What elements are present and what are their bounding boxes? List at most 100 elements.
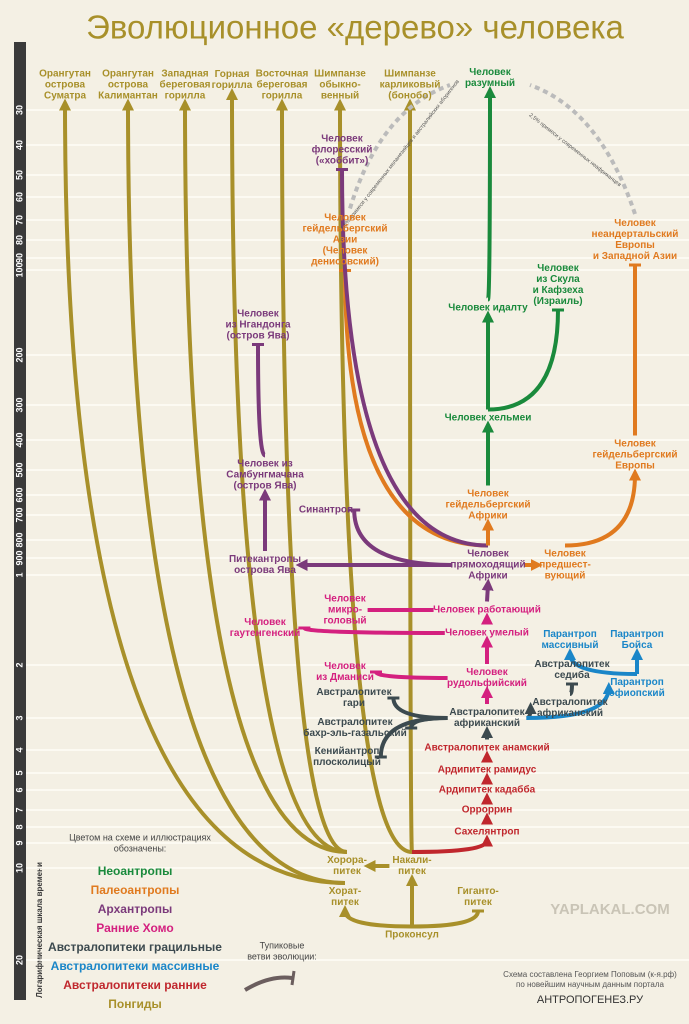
scale-label: 20: [14, 955, 24, 965]
node-label: денисовский): [311, 257, 379, 268]
node-label: Человек: [469, 67, 511, 78]
node-label: Ардипитек рамидус: [438, 765, 537, 776]
node-label: седиба: [554, 669, 590, 681]
title: Эволюционное «дерево» человека: [86, 9, 624, 46]
node-label: Человек: [324, 594, 366, 605]
scale-label: 200: [14, 347, 24, 362]
node-label: питек: [331, 897, 360, 908]
scale-label: 50: [14, 170, 24, 180]
node-label: Австралопитек: [534, 659, 610, 670]
node-label: горилла: [165, 91, 206, 102]
node-label: Орангутан: [39, 69, 91, 80]
node-label: Человек: [324, 661, 366, 672]
deadend-note: ветви эволюции:: [247, 951, 317, 961]
admixture-line: [348, 83, 451, 210]
credit-line: Схема составлена Георгием Поповым (к-я.р…: [503, 970, 677, 979]
dead-end-branch: [568, 683, 574, 696]
scale-label: 60: [14, 192, 24, 202]
node-label: (Израиль): [533, 296, 582, 307]
legend-item: Ранние Хомо: [96, 921, 173, 935]
credit-line: по новейшим научным данным портала: [516, 980, 665, 989]
node-label: Африки: [468, 570, 507, 582]
node-label: головый: [323, 616, 366, 627]
node-label: Человек: [467, 489, 509, 500]
branch-arrow: [334, 98, 413, 854]
dead-end-branch: [352, 509, 452, 567]
node-label: Парантроп: [543, 629, 597, 640]
node-label: Человек работающий: [433, 604, 541, 616]
node-label: массивный: [542, 640, 599, 651]
node-label: Парантроп: [610, 677, 664, 688]
scale-label: 3: [14, 715, 24, 720]
node-label: Кенийантроп: [315, 746, 380, 757]
node-label: Хорора-: [327, 855, 367, 866]
node-label: из Нгандонга: [225, 320, 291, 331]
branch-arrow: [276, 98, 348, 854]
node-label: Шимпанзе: [384, 69, 436, 80]
legend-item: Австралопитеки массивные: [51, 959, 220, 973]
scale-label: 8: [14, 824, 24, 829]
branch-arrow: [339, 905, 413, 929]
node-label: вующий: [545, 571, 586, 582]
node-label: неандертальский: [592, 229, 679, 240]
watermark: YAPLAKAL.COM: [550, 901, 669, 918]
node-label: горилла: [212, 80, 253, 91]
deadend-sample-bar: [290, 970, 296, 986]
node-label: Человек: [467, 549, 509, 560]
scale-label: 1: [14, 572, 24, 577]
dead-end-branch: [340, 169, 489, 548]
node-label: Человек: [544, 549, 586, 560]
scale-label: 40: [14, 140, 24, 150]
node-label: флоресский: [312, 144, 373, 156]
node-label: Человек умелый: [445, 628, 529, 639]
node-label: гари: [343, 698, 365, 709]
legend-item: Австралопитеки ранние: [63, 978, 207, 992]
node-label: Африки: [468, 510, 507, 522]
legend-item: Понгиды: [108, 997, 161, 1011]
branch-arrow: [526, 682, 615, 720]
node-label: Самбунгмачана: [226, 469, 304, 481]
node-label: Синантроп: [299, 505, 353, 516]
node-label: плосколицый: [313, 757, 381, 768]
scale-label: 90: [14, 253, 24, 263]
node-label: Азии: [333, 235, 358, 246]
scale-label: 6: [14, 787, 24, 792]
node-label: острова: [45, 80, 86, 91]
scale-label: 100: [14, 262, 24, 277]
node-label: Человек хельмеи: [445, 413, 532, 424]
legend-item: Неоантропы: [98, 864, 173, 878]
dead-end-branch: [487, 309, 560, 412]
node-label: гейдельбергский: [445, 499, 530, 511]
node-label: и Западной Азии: [593, 251, 677, 262]
node-label: Шимпанзе: [314, 69, 366, 80]
branch-arrow: [564, 648, 638, 676]
legend-title: обозначены:: [114, 843, 167, 853]
legend-item: Австралопитеки грацильные: [48, 940, 222, 954]
scale-label: 5: [14, 770, 24, 775]
node-label: Австралопитек: [317, 717, 393, 728]
legend-title: Цветом на схеме и иллюстрациях: [69, 832, 211, 842]
node-label: эфиопский: [609, 687, 664, 699]
legend-item: Архантропы: [98, 902, 172, 916]
node-label: Австралопитек: [449, 707, 525, 718]
node-label: Ардипитек кадабба: [439, 784, 536, 796]
scale-label: 10: [14, 863, 24, 873]
node-label: Человек: [614, 218, 656, 229]
node-label: Австралопитек: [316, 687, 392, 698]
node-label: (остров Ява): [233, 481, 296, 492]
node-label: Орангутан: [102, 69, 154, 80]
node-label: Человек: [237, 309, 279, 320]
branch-arrow: [179, 98, 348, 854]
branch-arrow: [483, 86, 496, 302]
dead-end-branch: [378, 716, 448, 758]
branch-arrow: [226, 88, 348, 854]
scale-label: 9: [14, 840, 24, 845]
credit-site: АНТРОПОГЕНЕЗ.РУ: [537, 994, 644, 1006]
node-label: Человек: [537, 263, 579, 274]
node-label: Человек: [614, 439, 656, 450]
node-label: («хоббит»): [316, 155, 369, 167]
node-label: острова Ява: [234, 565, 296, 576]
node-label: гейдельбергский: [592, 449, 677, 461]
node-label: бахр-эль-газальский: [303, 727, 406, 739]
